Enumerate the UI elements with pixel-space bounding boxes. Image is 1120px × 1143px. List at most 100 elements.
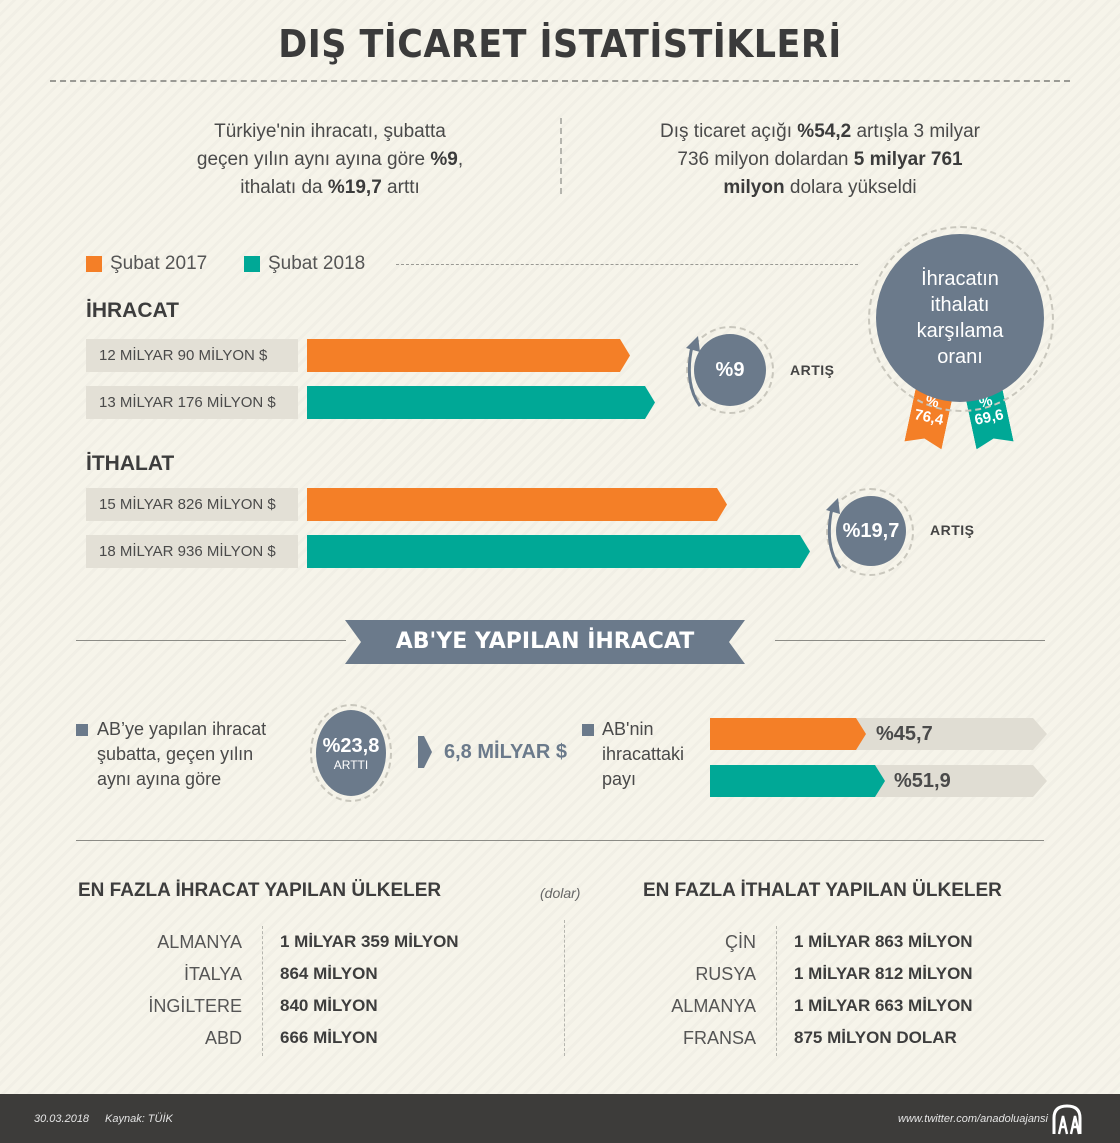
table-row: İTALYA 864 MİLYON (72, 958, 459, 990)
unit-label: (dolar) (540, 885, 581, 901)
table-row: ALMANYA 1 MİLYAR 359 MİLYON (72, 926, 459, 958)
eu-share-value-2017: %45,7 (876, 723, 933, 745)
footer: 30.03.2018 Kaynak: TÜİK www.twitter.com/… (0, 1094, 1120, 1143)
eu-share-text-3: payı (602, 769, 637, 789)
legend-divider (396, 264, 858, 265)
eu-change-ring (310, 704, 392, 802)
footer-url[interactable]: www.twitter.com/anadoluajansi (898, 1113, 1048, 1125)
chevron-right-icon (418, 736, 432, 768)
eu-export-text-3: aynı ayına göre (97, 769, 222, 789)
intro-right-line2: 736 milyon dolardan (677, 149, 854, 170)
coverage-ring (868, 226, 1054, 412)
import-change-label: ARTIŞ (930, 522, 975, 538)
import-bar-label-2017: 15 MİLYAR 826 MİLYON $ (86, 488, 298, 521)
country-name: İNGİLTERE (148, 996, 242, 1016)
import-change-badge: %19,7 (836, 496, 906, 566)
intro-right-line3: dolara yükseldi (784, 177, 917, 198)
intro-left-line3-end: arttı (381, 177, 420, 198)
increase-arrow-icon (826, 498, 842, 569)
eu-share-bar-2017 (710, 718, 866, 750)
export-bar-2017 (307, 339, 630, 372)
country-amount: 1 MİLYAR 359 MİLYON (280, 932, 459, 951)
import-change-highlight: %19,7 (327, 177, 382, 198)
table-row: RUSYA 1 MİLYAR 812 MİLYON (586, 958, 973, 990)
intro-left-punct: , (457, 149, 464, 170)
table-row: İNGİLTERE 840 MİLYON (72, 990, 459, 1022)
export-countries-table: ALMANYA 1 MİLYAR 359 MİLYON İTALYA 864 M… (72, 926, 459, 1054)
table-row: ÇİN 1 MİLYAR 863 MİLYON (586, 926, 973, 958)
export-change-label: ARTIŞ (790, 362, 835, 378)
country-amount: 840 MİLYON (280, 996, 378, 1015)
import-countries-title: EN FAZLA İTHALAT YAPILAN ÜLKELER (643, 880, 1002, 901)
intro-left-line1: Türkiye'nin ihracatı, şubatta (214, 121, 446, 142)
eu-change-badge: %23,8 ARTTI (316, 710, 386, 796)
coverage-text-1: İhracatın (921, 268, 999, 290)
country-name: ALMANYA (671, 996, 756, 1016)
legend-label-2017: Şubat 2017 (110, 253, 208, 274)
intro-left-line2: geçen yılın aynı ayına göre (196, 149, 431, 170)
bullet-icon (582, 724, 594, 736)
country-amount: 1 MİLYAR 863 MİLYON (794, 932, 973, 951)
country-amount: 864 MİLYON (280, 964, 378, 983)
country-name: FRANSA (682, 1028, 756, 1048)
deficit-change-highlight: %54,2 (797, 121, 852, 142)
table-row: FRANSA 875 MİLYON DOLAR (586, 1022, 973, 1054)
page-title: DIŞ TİCARET İSTATİSTİKLERİ (278, 22, 842, 66)
legend-swatch-2017 (86, 256, 102, 272)
export-change-highlight: %9 (430, 149, 458, 170)
eu-banner: AB'YE YAPILAN İHRACAT (345, 620, 745, 664)
country-name: ALMANYA (157, 932, 242, 952)
section-divider (76, 840, 1044, 841)
coverage-badge: İhracatın ithalatı karşılama oranı (876, 234, 1044, 402)
deficit-value-highlight: 5 milyar 761 (853, 149, 963, 170)
title-divider (50, 80, 1070, 82)
eu-share-text-1: AB'nin (602, 719, 654, 739)
country-name: ÇİN (725, 932, 756, 952)
coverage-text-3: karşılama (916, 320, 1004, 342)
footer-date: 30.03.2018 (34, 1113, 90, 1125)
eu-export-text: AB’ye yapılan ihracat şubatta, geçen yıl… (97, 717, 307, 792)
bullet-icon (76, 724, 88, 736)
intro-right-line1: Dış ticaret açığı (660, 121, 798, 142)
eu-export-text-2: şubatta, geçen yılın (97, 744, 254, 764)
exports-title: İHRACAT (86, 299, 179, 322)
intro-right: Dış ticaret açığı %54,2 artışla 3 milyar… (610, 118, 1030, 202)
export-change-badge: %9 (694, 334, 766, 406)
export-table-divider (262, 926, 263, 1056)
export-countries-title: EN FAZLA İHRACAT YAPILAN ÜLKELER (78, 880, 442, 901)
table-row: ALMANYA 1 MİLYAR 663 MİLYON (586, 990, 973, 1022)
import-bar-label-2018: 18 MİLYAR 936 MİLYON $ (86, 535, 298, 568)
eu-share-value-2018: %51,9 (894, 770, 951, 792)
country-amount: 1 MİLYAR 812 MİLYON (794, 964, 973, 983)
export-bar-2018 (307, 386, 655, 419)
intro-left: Türkiye'nin ihracatı, şubatta geçen yılı… (130, 118, 530, 202)
import-table-divider (776, 926, 777, 1056)
export-change-ring (686, 326, 774, 414)
coverage-text-2: ithalatı (930, 294, 990, 316)
aa-logo-icon (1050, 1102, 1084, 1136)
country-name: RUSYA (695, 964, 756, 984)
export-bar-label-2017: 12 MİLYAR 90 MİLYON $ (86, 339, 298, 372)
eu-share-text: AB'nin ihracattaki payı (602, 717, 702, 792)
eu-divider-right (775, 640, 1045, 641)
eu-export-text-1: AB’ye yapılan ihracat (97, 719, 267, 739)
legend-swatch-2018 (244, 256, 260, 272)
import-countries-table: ÇİN 1 MİLYAR 863 MİLYON RUSYA 1 MİLYAR 8… (586, 926, 973, 1054)
eu-export-amount: 6,8 MİLYAR $ (444, 741, 568, 763)
footer-source: Kaynak: TÜİK (105, 1113, 173, 1125)
import-change-ring (826, 488, 914, 576)
intro-divider (560, 118, 562, 194)
deficit-value-highlight-2: milyon (723, 177, 785, 198)
eu-divider-left (76, 640, 346, 641)
legend-label-2018: Şubat 2018 (268, 253, 366, 274)
eu-share-text-2: ihracattaki (602, 744, 685, 764)
country-amount: 1 MİLYAR 663 MİLYON (794, 996, 973, 1015)
table-row: ABD 666 MİLYON (72, 1022, 459, 1054)
intro-left-line3: ithalatı da (240, 177, 328, 198)
country-amount: 666 MİLYON (280, 1028, 378, 1047)
coverage-text-4: oranı (937, 346, 983, 368)
export-bar-label-2018: 13 MİLYAR 176 MİLYON $ (86, 386, 298, 419)
eu-change-value: %23,8 (322, 734, 380, 757)
intro-right-line1-end: artışla 3 milyar (851, 121, 980, 142)
country-name: ABD (204, 1028, 242, 1048)
